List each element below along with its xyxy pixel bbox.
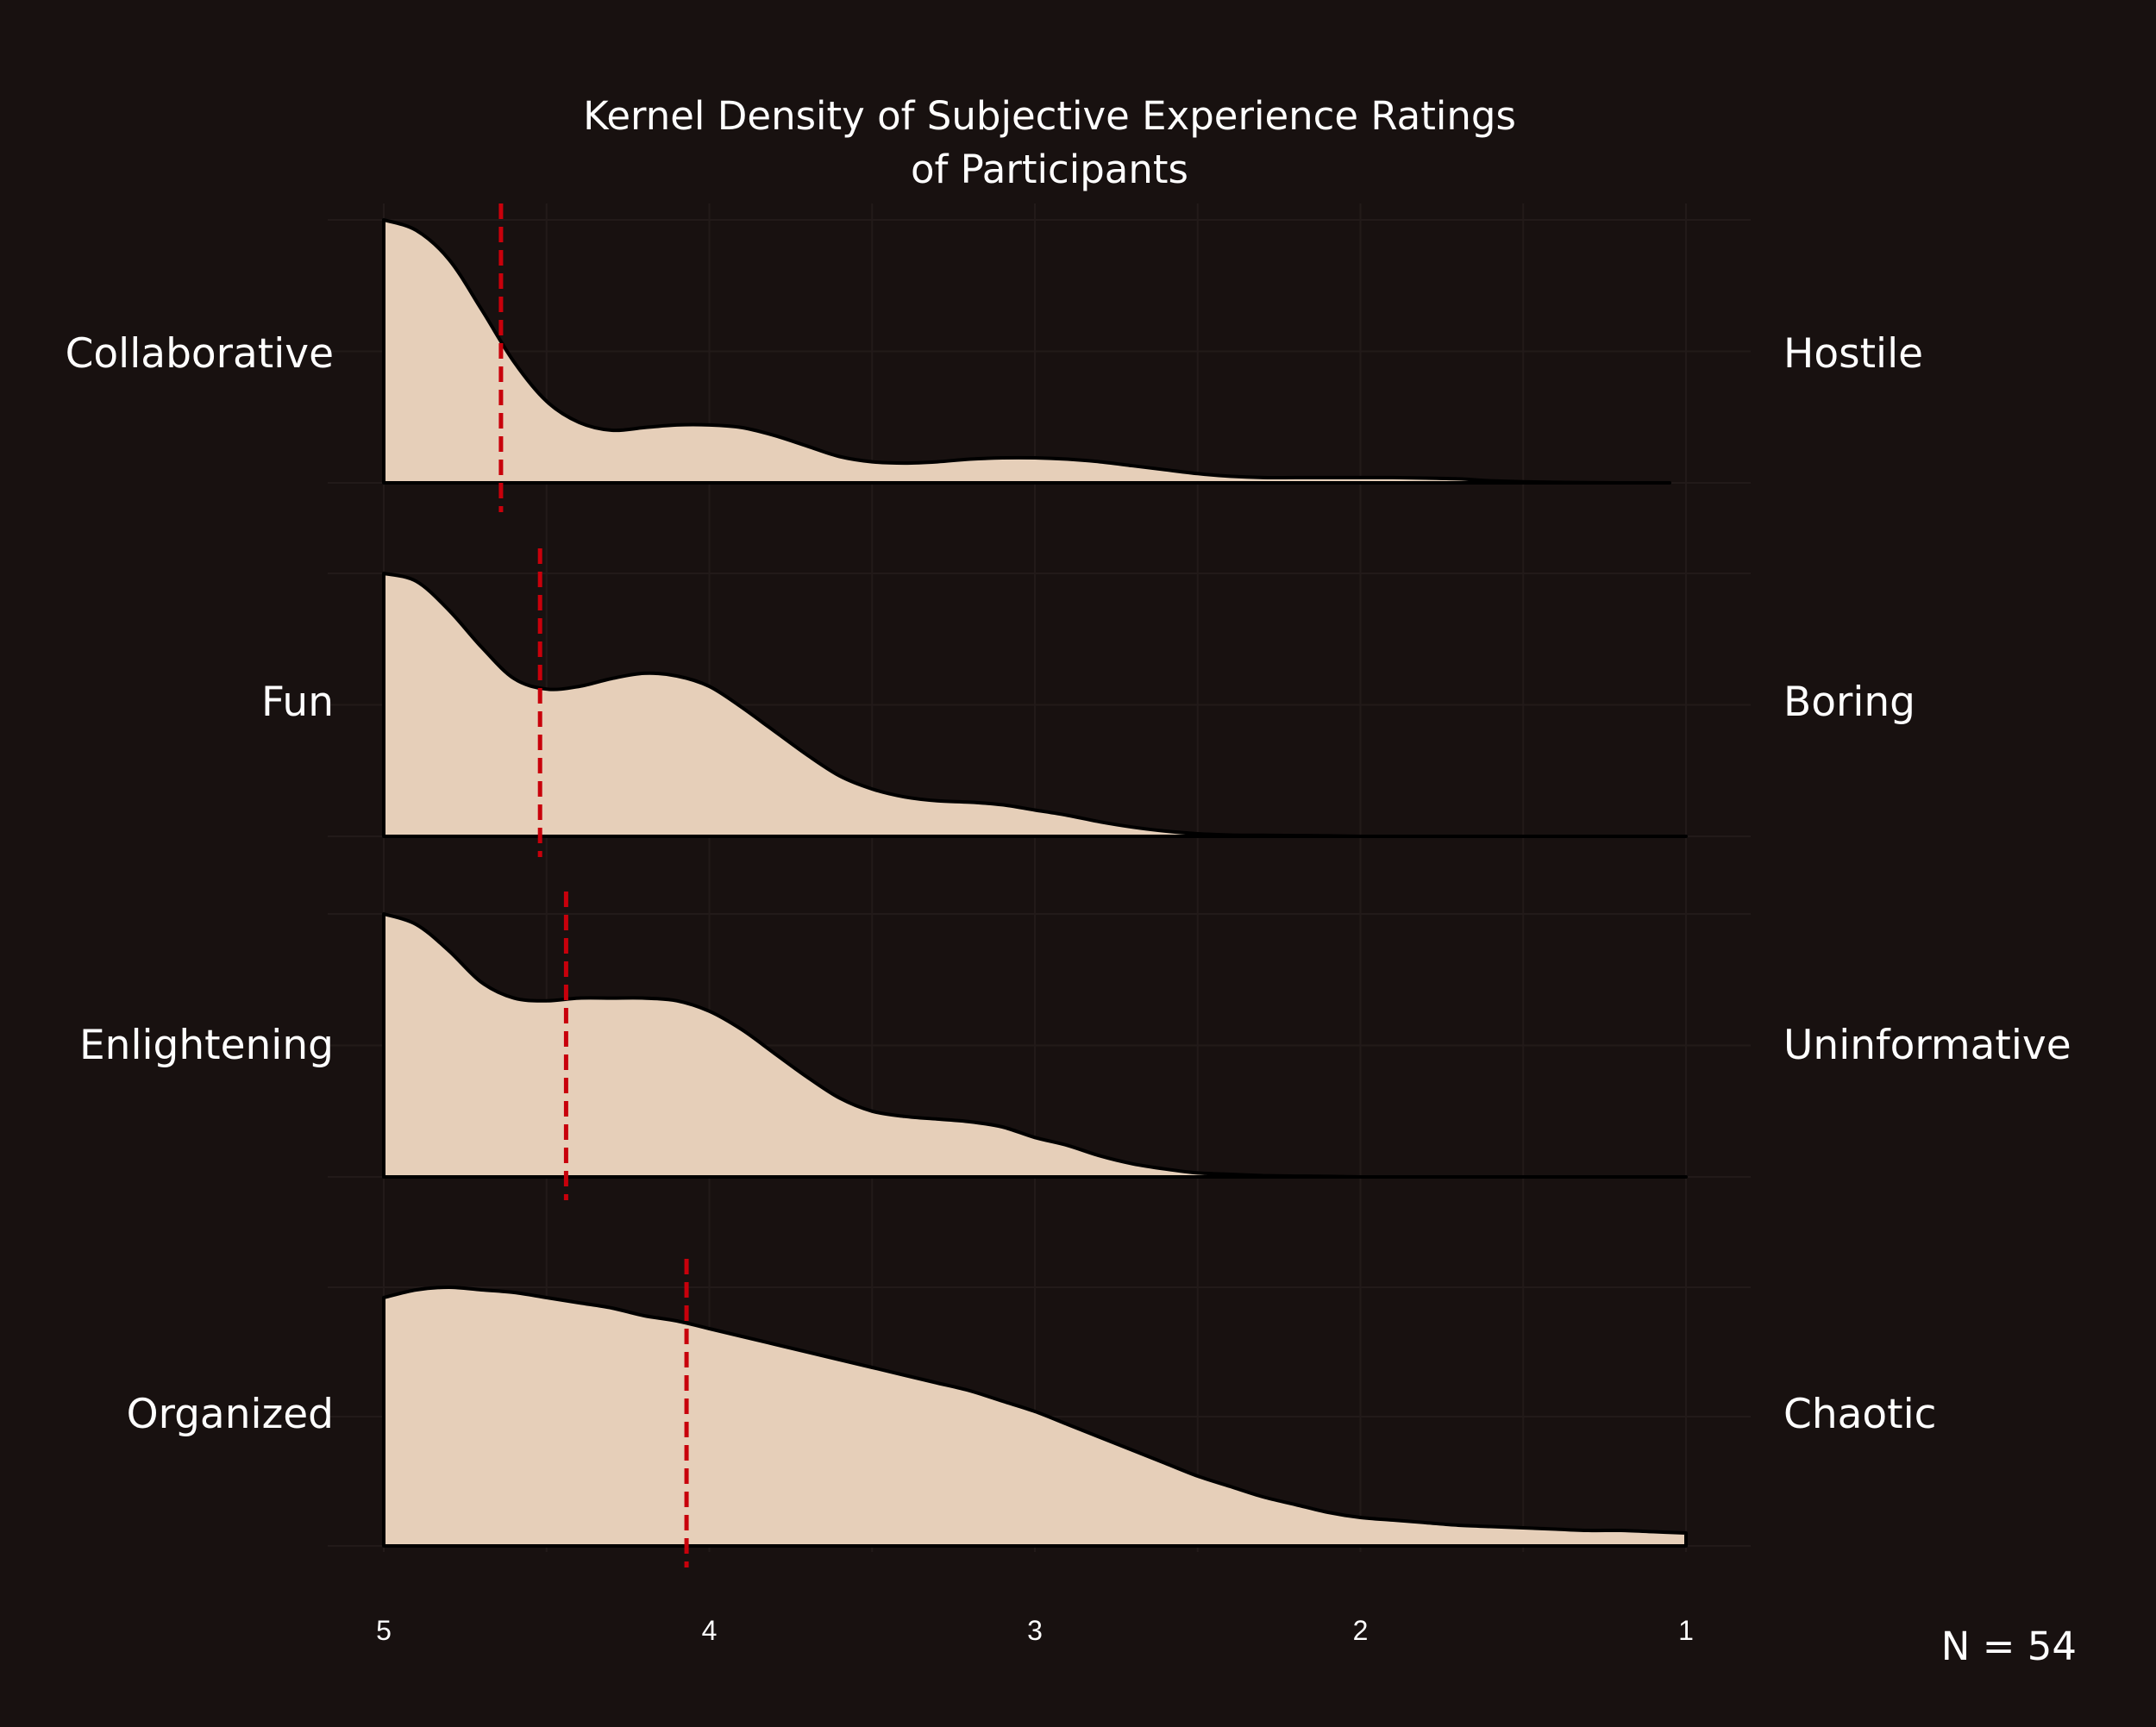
ridge-organized: Organized Chaotic: [127, 1259, 1937, 1567]
density-outline: [382, 1286, 1688, 1548]
chart-title-line-2: of Participants: [911, 147, 1188, 192]
right-label: Hostile: [1783, 330, 1923, 378]
density-outline: [382, 572, 1688, 839]
density-outline: [382, 912, 1688, 1179]
ridge-enlightening: Enlightening Uninformative: [79, 892, 2071, 1200]
x-tick-label: 1: [1678, 1615, 1694, 1646]
x-axis-ticks: 5 4 3 2 1: [376, 1615, 1694, 1646]
sample-size-annotation: N = 54: [1941, 1624, 2077, 1669]
right-label: Uninformative: [1783, 1022, 2071, 1069]
ridge-fun: Fun Boring: [261, 548, 1915, 857]
x-tick-label: 2: [1353, 1615, 1369, 1646]
density-area: [384, 220, 1670, 484]
ridge-layer: Collaborative Hostile Fun Boring Enlightenin…: [66, 203, 2071, 1567]
density-outline: [382, 218, 1672, 485]
left-label: Enlightening: [79, 1022, 334, 1069]
left-label: Fun: [261, 679, 334, 726]
density-area: [384, 573, 1686, 837]
left-label: Organized: [127, 1391, 334, 1438]
right-label: Chaotic: [1783, 1391, 1937, 1438]
ridge-collaborative: Collaborative Hostile: [66, 203, 1923, 512]
x-tick-label: 4: [702, 1615, 718, 1646]
density-area: [384, 914, 1686, 1178]
chart-title-line-1: Kernel Density of Subjective Experience …: [583, 93, 1516, 139]
x-tick-label: 5: [376, 1615, 392, 1646]
right-label: Boring: [1783, 679, 1915, 726]
left-label: Collaborative: [66, 330, 334, 378]
density-area: [384, 1287, 1686, 1546]
x-tick-label: 3: [1027, 1615, 1043, 1646]
